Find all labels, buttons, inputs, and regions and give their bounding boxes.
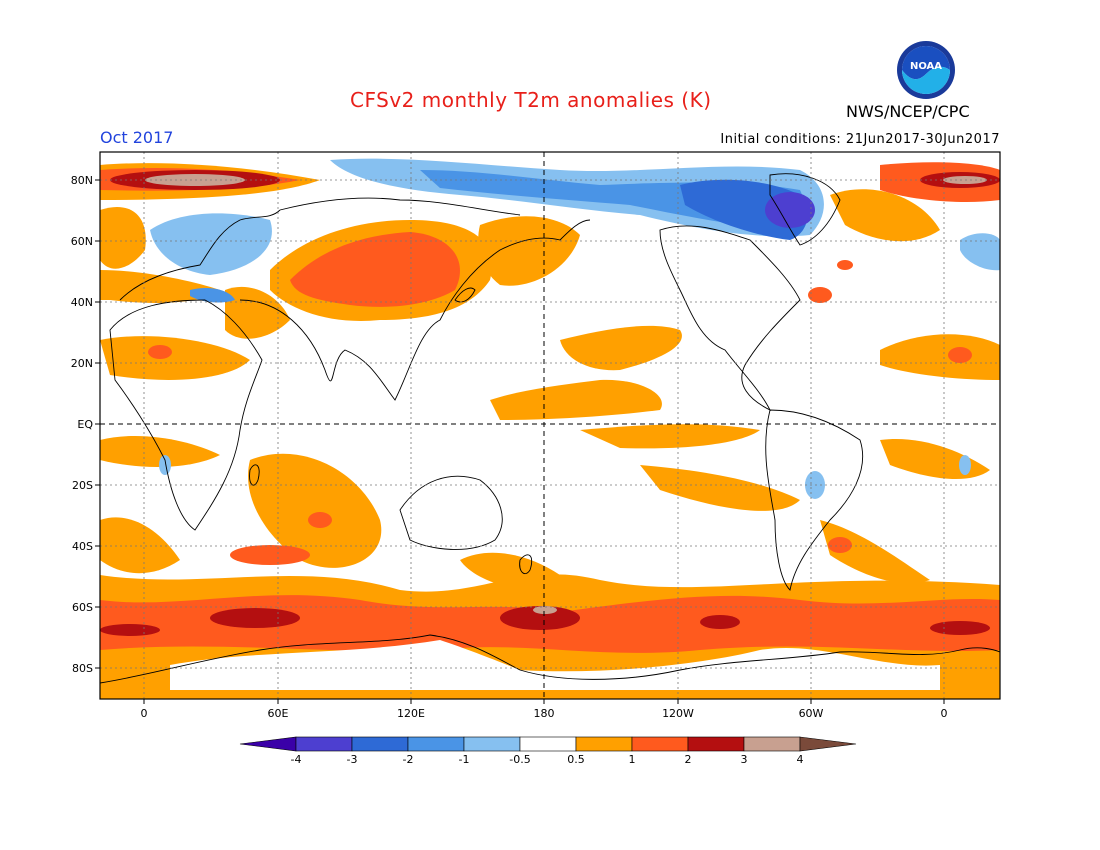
- initial-conditions: Initial conditions: 21Jun2017-30Jun2017: [720, 132, 1000, 147]
- colorbar-label: 3: [741, 753, 748, 766]
- colorbar-label: 0.5: [567, 753, 585, 766]
- lat-label: 60N: [71, 235, 93, 248]
- lat-label: 80S: [72, 662, 93, 675]
- lon-label: 0: [941, 707, 948, 720]
- lat-label: 60S: [72, 601, 93, 614]
- lon-label: 0: [141, 707, 148, 720]
- noaa-logo-icon: NOAA: [897, 41, 955, 99]
- colorbar-label: -0.5: [509, 753, 530, 766]
- lat-label: 40S: [72, 540, 93, 553]
- colorbar-label: 4: [797, 753, 804, 766]
- colorbar-segment: [743, 736, 801, 752]
- agency-label: NWS/NCEP/CPC: [846, 102, 970, 121]
- colorbar-label: -4: [291, 753, 302, 766]
- lon-label: 60E: [268, 707, 289, 720]
- colorbar-segment: [295, 736, 353, 752]
- lon-label: 60W: [799, 707, 824, 720]
- colorbar-segment: [407, 736, 465, 752]
- colorbar-segment: [687, 736, 745, 752]
- colorbar: [239, 736, 857, 752]
- gridlines: [100, 152, 1000, 699]
- lat-label: EQ: [77, 418, 93, 431]
- map-frame: [99, 151, 1001, 700]
- colorbar-label: -3: [347, 753, 358, 766]
- forecast-month: Oct 2017: [100, 128, 174, 147]
- lat-label: 20N: [71, 357, 93, 370]
- lat-label: 20S: [72, 479, 93, 492]
- lon-label: 120E: [397, 707, 425, 720]
- colorbar-arrow-low: [239, 736, 297, 752]
- colorbar-segment: [463, 736, 521, 752]
- coastlines: [100, 173, 1000, 684]
- lat-label: 40N: [71, 296, 93, 309]
- lon-label: 180: [534, 707, 555, 720]
- colorbar-label: -2: [403, 753, 414, 766]
- colorbar-arrow-high: [799, 736, 857, 752]
- colorbar-label: 1: [629, 753, 636, 766]
- lat-label: 80N: [71, 174, 93, 187]
- colorbar-label: 2: [685, 753, 692, 766]
- colorbar-segment: [631, 736, 689, 752]
- colorbar-labels: -4 -3 -2 -1 -0.5 0.5 1 2 3 4: [291, 753, 804, 766]
- colorbar-segment: [519, 736, 577, 752]
- tick-marks: [95, 179, 945, 704]
- anomaly-field: [100, 152, 1000, 699]
- chart-title: CFSv2 monthly T2m anomalies (K): [350, 88, 712, 112]
- svg-text:NOAA: NOAA: [910, 61, 942, 72]
- latitude-labels: 80N 60N 40N 20N EQ 20S 40S 60S 80S: [71, 174, 94, 675]
- colorbar-segment: [351, 736, 409, 752]
- colorbar-segment: [575, 736, 633, 752]
- lon-label: 120W: [662, 707, 694, 720]
- colorbar-label: -1: [459, 753, 470, 766]
- longitude-labels: 0 60E 120E 180 120W 60W 0: [141, 707, 948, 720]
- equator-dateline: [100, 152, 1000, 699]
